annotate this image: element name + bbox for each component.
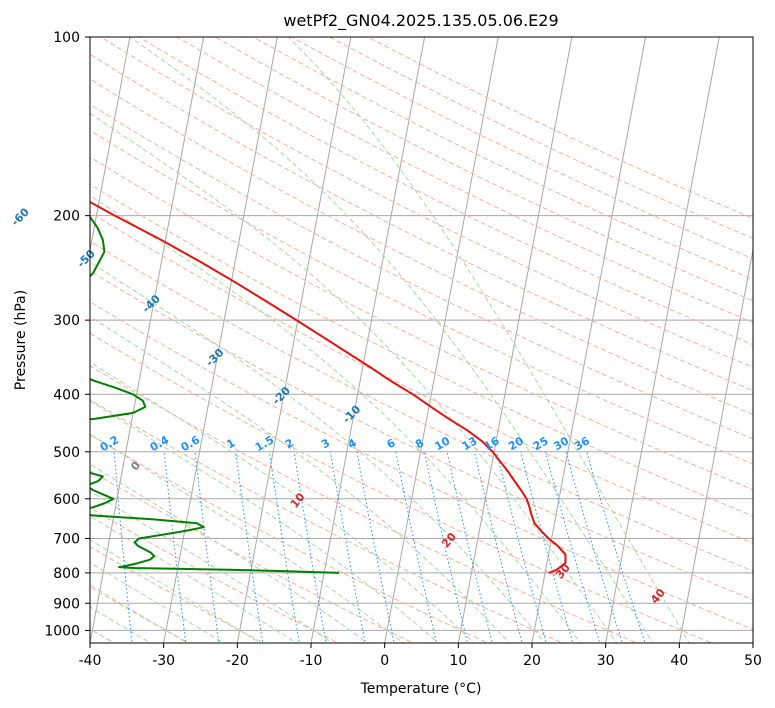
dewpoint-profile	[90, 215, 339, 574]
mixing-ratio-line	[586, 451, 646, 643]
x-tick-label: -30	[152, 653, 175, 669]
x-tick-label: -40	[79, 653, 102, 669]
temperature-profile	[90, 200, 567, 574]
dry-adiabat	[90, 332, 714, 643]
mixing-ratio-line	[545, 451, 601, 643]
isotherm	[678, 247, 753, 643]
sounding-profiles	[90, 200, 567, 574]
background-lines	[90, 37, 753, 643]
x-tick-label: 20	[523, 653, 541, 669]
mixing-ratio-line	[423, 451, 469, 643]
moist-adiabat	[90, 316, 511, 643]
moist-adiabat	[129, 37, 654, 643]
moist-adiabat	[90, 195, 582, 643]
isotherm	[605, 37, 720, 643]
moist-adiabat	[90, 584, 189, 643]
dry-adiabat	[90, 433, 489, 643]
dry-adiabat	[90, 183, 753, 517]
mixing-ratio-line	[565, 451, 623, 643]
dry-adiabat	[176, 37, 753, 324]
isotherm	[384, 37, 499, 643]
y-tick-label: 400	[53, 387, 80, 403]
plot-content	[90, 37, 753, 643]
y-tick-label: 200	[53, 209, 80, 225]
y-tick-label: 700	[53, 532, 80, 548]
moist-adiabat	[90, 490, 334, 643]
moist-adiabat	[288, 37, 690, 643]
dry-adiabat	[90, 507, 340, 643]
moist-adiabat	[90, 112, 618, 643]
mixing-ratio-line	[356, 451, 395, 643]
isotherm	[163, 37, 278, 643]
dry-adiabat	[90, 129, 753, 465]
y-tick-label: 100	[53, 30, 80, 46]
moist-adiabat	[90, 433, 404, 643]
mixing-ratio-line	[395, 451, 437, 643]
x-tick-label: 50	[744, 653, 762, 669]
mixing-ratio-line	[520, 451, 574, 643]
dry-adiabat	[90, 546, 265, 643]
isotherm	[236, 37, 352, 643]
dry-adiabat	[90, 240, 753, 572]
x-tick-label: 0	[380, 653, 389, 669]
mixing-ratio-line	[329, 451, 366, 643]
mixing-ratio-line	[268, 451, 300, 643]
x-axis-label: Temperature (°C)	[360, 681, 482, 697]
moist-adiabat	[90, 463, 369, 643]
moist-adiabat	[90, 261, 546, 643]
x-tick-label: 30	[597, 653, 615, 669]
moist-adiabat	[90, 562, 225, 643]
mixing-ratio-line	[496, 451, 547, 643]
moist-adiabat	[90, 361, 475, 643]
mixing-ratio-line	[446, 451, 493, 643]
dry-adiabat	[90, 399, 564, 643]
dry-adiabat	[90, 270, 753, 601]
moist-adiabat	[90, 539, 262, 643]
y-tick-label: 300	[53, 313, 80, 329]
y-tick-label: 500	[53, 445, 80, 461]
isotherm	[90, 37, 205, 643]
isotherm	[531, 37, 647, 643]
chart-title: wetPf2_GN04.2025.135.05.06.E29	[283, 11, 558, 31]
isotherm	[310, 37, 426, 643]
x-tick-label: 10	[449, 653, 467, 669]
x-tick-label: -10	[300, 653, 323, 669]
dry-adiabat	[90, 211, 753, 544]
y-tick-label: 1000	[44, 623, 80, 639]
mixing-ratio-line	[293, 451, 327, 643]
y-tick-label: 600	[53, 492, 80, 508]
mixing-ratio-line	[473, 451, 523, 643]
y-axis-label: Pressure (hPa)	[13, 290, 29, 390]
axis-ticks: -40 -30 -20 -10 0 10 20 30 40 50 1000 900 800 700 600 5…	[44, 30, 762, 669]
dry-adiabat	[90, 103, 753, 440]
isotherm	[90, 37, 131, 253]
dry-adiabat	[90, 365, 639, 643]
dry-adiabat	[90, 301, 753, 630]
moist-adiabat	[90, 400, 440, 643]
plot-frame	[89, 36, 754, 644]
y-tick-label: 900	[53, 596, 80, 612]
dry-adiabat	[90, 156, 753, 491]
dry-adiabat	[214, 37, 753, 302]
x-tick-label: 40	[670, 653, 688, 669]
y-tick-label: 800	[53, 566, 80, 582]
x-tick-label: -20	[226, 653, 249, 669]
